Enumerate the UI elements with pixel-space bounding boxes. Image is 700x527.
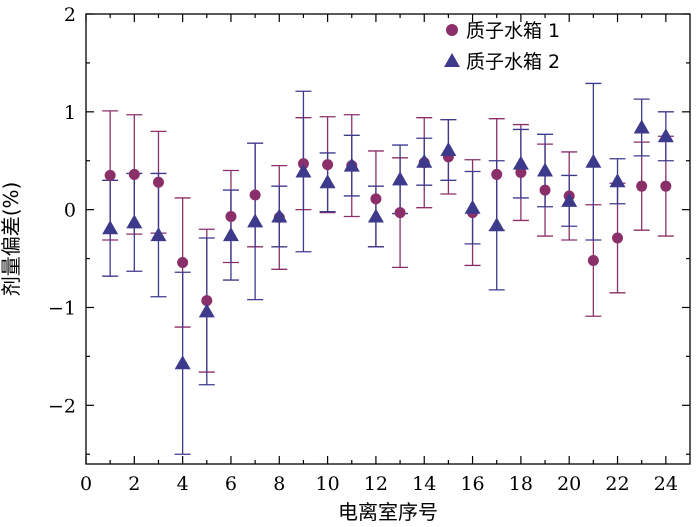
x-tick-label: 24 [654,473,678,495]
data-point-circle [636,180,648,192]
legend: 质子水箱 1 质子水箱 2 [444,20,560,73]
data-point-triangle [609,173,626,188]
x-tick-label: 12 [364,473,388,495]
data-point-circle [128,168,140,180]
data-point-triangle [367,208,384,223]
data-point-triangle [585,153,602,168]
data-point-triangle [247,213,264,228]
y-tick-label: −1 [48,297,76,319]
data-point-circle [491,168,503,180]
x-tick-label: 10 [316,473,340,495]
y-axis-title: 剂量偏差(%) [0,182,23,297]
data-point-circle [370,193,382,205]
data-point-circle [225,211,237,222]
y-tick-label: −2 [48,395,76,417]
data-point-circle [104,169,116,181]
data-point-triangle [633,119,650,134]
legend-label: 质子水箱 1 [466,20,560,42]
x-tick-label: 14 [412,473,436,495]
data-point-triangle [319,174,336,189]
data-point-triangle [126,214,143,229]
data-point-triangle [271,208,288,223]
data-point-circle [660,180,672,192]
data-point-circle [539,184,551,196]
data-point-triangle [343,157,360,172]
data-point-circle [177,256,189,268]
data-point-triangle [464,199,481,214]
plot-frame [85,13,691,465]
data-point-triangle [416,153,433,168]
data-point-triangle [537,162,554,177]
data-point-triangle [102,220,119,235]
x-tick-label: 22 [605,473,629,495]
data-point-circle [515,166,527,178]
y-tick-label: 0 [64,200,76,222]
x-tick-label: 20 [557,473,581,495]
x-tick-label: 0 [80,473,92,495]
x-tick-label: 4 [177,473,189,495]
data-point-triangle [512,155,529,170]
data-point-triangle [198,303,215,318]
x-tick-label: 2 [128,473,140,495]
data-point-triangle [440,141,457,156]
error-bars [102,82,674,455]
y-tick-label: 1 [64,102,76,124]
data-markers [102,119,674,370]
x-tick-label: 8 [273,473,285,495]
x-tick-label: 6 [225,473,237,495]
data-point-triangle [488,217,505,232]
legend-marker-circle [446,24,458,36]
x-tick-label: 16 [460,473,484,495]
legend-label: 质子水箱 2 [466,51,560,73]
data-point-circle [201,295,213,307]
data-point-triangle [150,227,167,242]
y-tick-label: 2 [64,4,76,26]
data-point-triangle [174,355,191,370]
x-tick-label: 18 [509,473,533,495]
data-point-circle [152,176,164,188]
data-point-circle [587,255,599,267]
data-point-triangle [222,227,239,242]
data-point-triangle [392,171,409,186]
data-point-triangle [295,163,312,178]
data-point-circle [612,232,624,244]
legend-marker-triangle [444,53,460,67]
x-axis-title: 电离室序号 [338,500,438,524]
data-point-circle [249,189,261,201]
data-point-circle [322,159,334,171]
data-point-triangle [561,192,578,207]
data-point-circle [394,207,406,219]
data-point-triangle [657,128,674,143]
